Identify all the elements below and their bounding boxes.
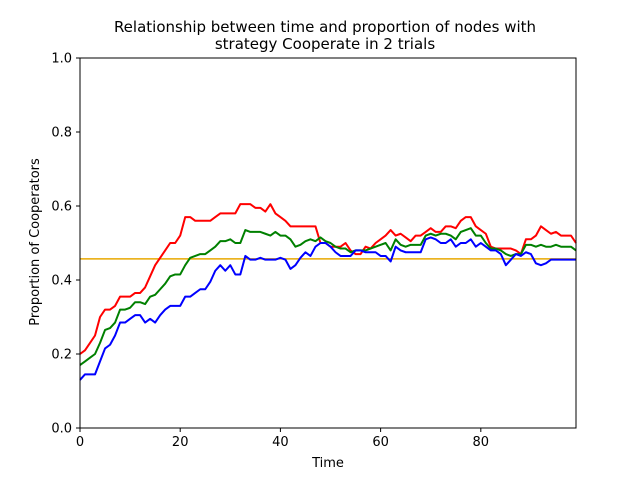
chart-title-line-1: Relationship between time and proportion… xyxy=(114,18,536,36)
x-tick-label: 60 xyxy=(372,435,389,450)
y-tick-label: 0.6 xyxy=(51,200,72,215)
x-tick-label: 20 xyxy=(172,435,189,450)
chart-title-line-2: strategy Cooperate in 2 trials xyxy=(215,35,435,53)
y-tick-label: 1.0 xyxy=(51,52,72,67)
x-tick-label: 0 xyxy=(76,435,84,450)
series-line-2 xyxy=(79,227,577,366)
x-axis-label: Time xyxy=(311,456,344,471)
y-tick-label: 0.8 xyxy=(51,126,72,141)
y-tick-label: 0.4 xyxy=(51,274,72,289)
series-line-1 xyxy=(79,203,577,355)
y-axis-label: Proportion of Cooperators xyxy=(28,158,43,326)
plot-area xyxy=(79,57,577,429)
x-tick-label: 40 xyxy=(272,435,289,450)
y-axis: 0.0 0.2 0.4 0.6 0.8 1.0 xyxy=(51,52,80,437)
y-tick-label: 0.2 xyxy=(51,348,72,363)
axes-frame xyxy=(79,57,577,429)
x-axis: 0 20 40 60 80 xyxy=(76,428,489,450)
series-line-3 xyxy=(79,236,576,381)
y-tick-label: 0.0 xyxy=(51,422,72,437)
x-tick-label: 80 xyxy=(473,435,490,450)
